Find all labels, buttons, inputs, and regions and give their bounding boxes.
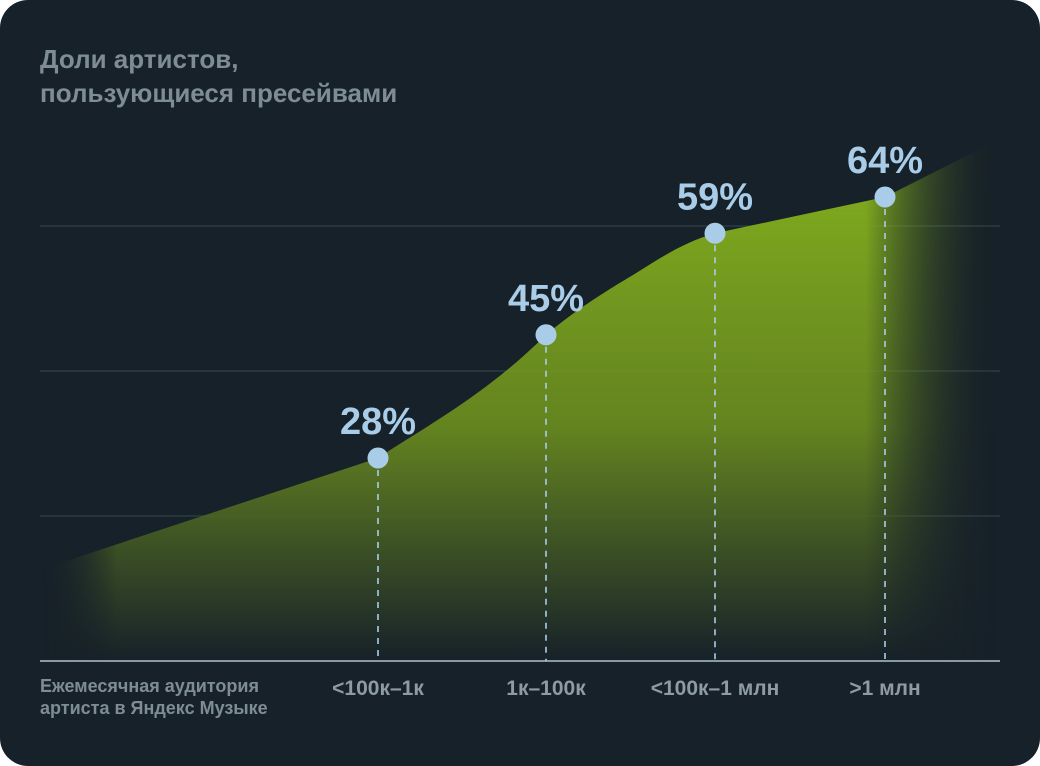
- data-point-marker: [535, 324, 557, 346]
- x-tick-label: <100к–1к: [332, 677, 424, 700]
- data-point-marker: [874, 186, 896, 208]
- data-label: 28%: [340, 401, 416, 443]
- area-series: [40, 139, 1000, 661]
- data-label: 64%: [847, 140, 923, 182]
- data-point-marker: [704, 222, 726, 244]
- chart-title: Доли артистов, пользующиеся пресейвами: [40, 44, 398, 108]
- x-tick-label: <100к–1 млн: [651, 677, 780, 700]
- x-axis-title: Ежемесячная аудитория артиста в Яндекс М…: [40, 676, 268, 718]
- x-tick-label: 1к–100к: [506, 677, 586, 700]
- data-label: 59%: [677, 176, 753, 218]
- data-point-marker: [367, 447, 389, 469]
- x-tick-label: >1 млн: [849, 677, 920, 700]
- data-label: 45%: [508, 278, 584, 320]
